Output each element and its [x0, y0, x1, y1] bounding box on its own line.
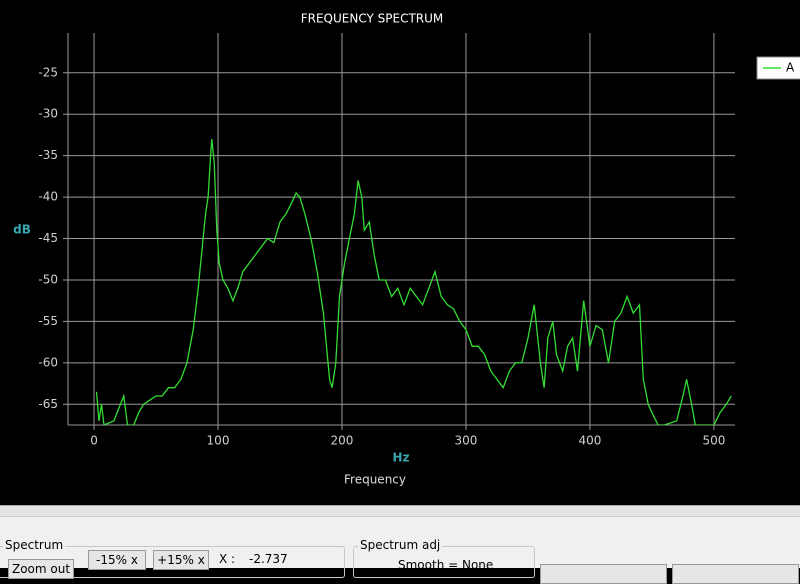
- y-tick-label: -65: [38, 397, 58, 411]
- y-tick-label: -35: [38, 148, 58, 162]
- x-tick-label: 300: [455, 434, 478, 448]
- panel-strip: [0, 506, 800, 517]
- x-tick-label: 0: [90, 434, 98, 448]
- button[interactable]: [540, 564, 667, 584]
- chart: FREQUENCY SPECTRUM dB Hz Frequency A -25…: [13, 12, 800, 487]
- x-tick-label: 400: [578, 434, 601, 448]
- smooth-label: Smooth = None: [398, 558, 494, 572]
- y-tick-label: -60: [38, 355, 58, 369]
- legend-label: A: [786, 61, 795, 75]
- legend: A: [756, 56, 800, 80]
- x-tick-label: 100: [207, 434, 230, 448]
- y-tick-label: -50: [38, 272, 58, 286]
- y-tick-label: -40: [38, 190, 58, 204]
- zoom-out-button[interactable]: Zoom out: [8, 559, 74, 579]
- group-title: Spectrum: [3, 538, 66, 552]
- y-axis-label: dB: [13, 223, 31, 237]
- y-tick-label: -45: [38, 231, 58, 245]
- x-value: -2.737: [249, 552, 288, 566]
- control-panel: Spectrum Zoom out -15% x +15% x X : -2.7…: [0, 505, 800, 584]
- x-tick-label: 200: [331, 434, 354, 448]
- group-title: Spectrum adj: [358, 538, 443, 552]
- page: {"chart_data": {"type": "line", "title":…: [0, 11, 800, 584]
- y-tick-label: -55: [38, 314, 58, 328]
- x-label: X :: [219, 552, 236, 566]
- plus-x-button[interactable]: +15% x: [153, 550, 209, 570]
- x-axis-caption: Frequency: [344, 473, 406, 487]
- chart-title: FREQUENCY SPECTRUM: [301, 12, 444, 26]
- x-axis-label: Hz: [392, 451, 409, 465]
- y-tick-label: -25: [38, 65, 58, 79]
- y-tick-label: -30: [38, 107, 58, 121]
- button[interactable]: [672, 564, 799, 584]
- x-tick-label: 500: [702, 434, 725, 448]
- spectrum-line: [95, 139, 732, 425]
- minus-x-button[interactable]: -15% x: [88, 550, 146, 570]
